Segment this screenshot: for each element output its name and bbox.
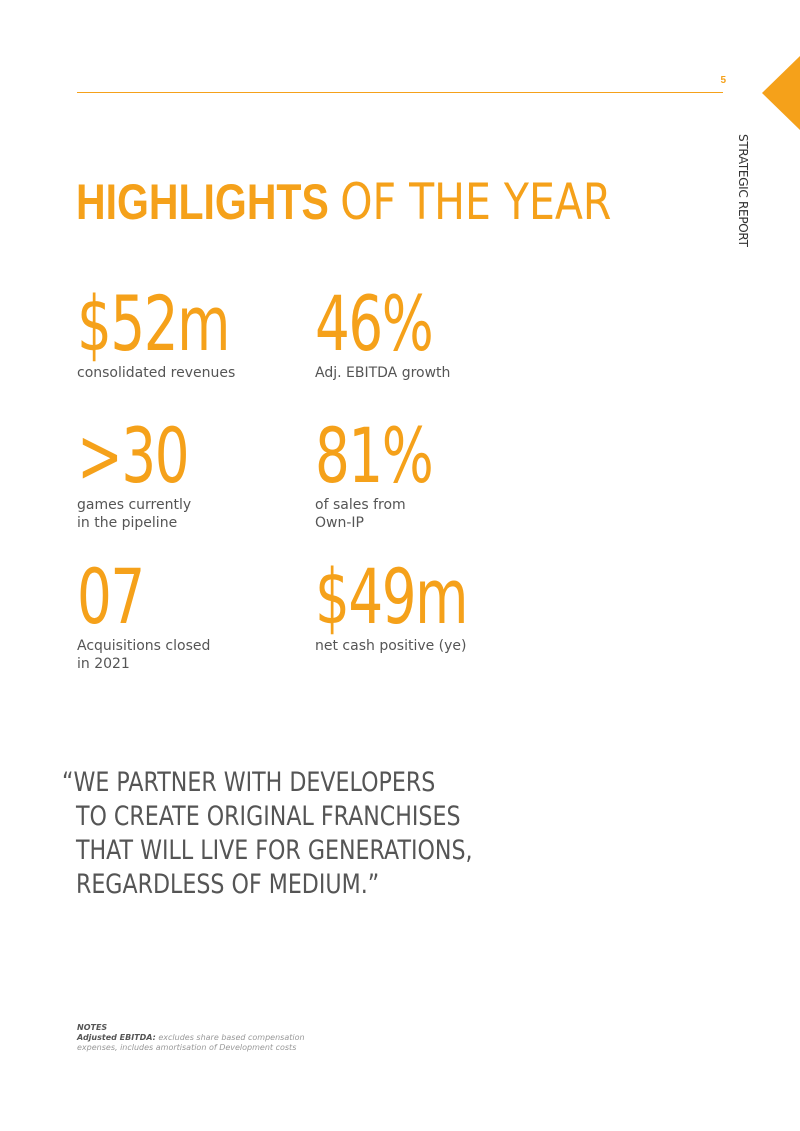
header-rule bbox=[77, 92, 723, 93]
stat-label-line: in the pipeline bbox=[77, 515, 178, 531]
stat-value: >30 bbox=[77, 411, 190, 500]
stat-label: Adj. EBITDA growth bbox=[315, 365, 451, 381]
stat-value: $49m bbox=[315, 552, 468, 641]
section-label: STRATEGIC REPORT bbox=[736, 134, 750, 247]
stat-value: 07 bbox=[77, 552, 145, 641]
stat-value: $52m bbox=[77, 279, 230, 368]
stat-label-line: Own-IP bbox=[315, 515, 364, 531]
stat-net-cash: $49m net cash positive (ye) bbox=[315, 557, 526, 655]
stat-revenue: $52m consolidated revenues bbox=[77, 284, 288, 382]
stat-label-line: of sales from bbox=[315, 497, 406, 513]
quote-line: THAT WILL LIVE FOR GENERATIONS, bbox=[75, 835, 473, 866]
stat-label-line: games currently bbox=[77, 497, 192, 513]
stat-ebitda-growth: 46% Adj. EBITDA growth bbox=[315, 284, 505, 382]
stat-label: Acquisitions closed in 2021 bbox=[77, 637, 267, 673]
stat-label: of sales from Own-IP bbox=[315, 496, 505, 532]
stat-label: net cash positive (ye) bbox=[315, 638, 467, 654]
stat-pipeline: >30 games currently in the pipeline bbox=[77, 416, 267, 532]
page-title: HIGHLIGHTS OF THE YEAR bbox=[76, 172, 611, 232]
pull-quote: “WE PARTNER WITH DEVELOPERS TO CREATE OR… bbox=[62, 766, 473, 902]
section-tab-triangle bbox=[762, 56, 800, 130]
stat-acquisitions: 07 Acquisitions closed in 2021 bbox=[77, 557, 267, 673]
stat-label: consolidated revenues bbox=[77, 365, 236, 381]
notes-definition: excludes share based compensation expens… bbox=[77, 1033, 305, 1052]
notes-term: Adjusted EBITDA: bbox=[77, 1033, 156, 1042]
stat-label: games currently in the pipeline bbox=[77, 496, 267, 532]
notes: NOTES Adjusted EBITDA: excludes share ba… bbox=[77, 1023, 307, 1053]
page-title-light: OF THE YEAR bbox=[340, 173, 612, 231]
stat-label-line: in 2021 bbox=[77, 656, 130, 672]
stat-label-line: Acquisitions closed bbox=[77, 638, 211, 654]
quote-line: TO CREATE ORIGINAL FRANCHISES bbox=[75, 801, 461, 832]
page-title-bold: HIGHLIGHTS bbox=[76, 174, 329, 230]
quote-line: REGARDLESS OF MEDIUM.” bbox=[75, 869, 380, 900]
page-number: 5 bbox=[720, 75, 726, 86]
stat-value: 81% bbox=[315, 411, 434, 500]
notes-title: NOTES bbox=[77, 1023, 108, 1032]
stat-own-ip: 81% of sales from Own-IP bbox=[315, 416, 505, 532]
quote-line: “WE PARTNER WITH DEVELOPERS bbox=[62, 767, 436, 798]
stat-value: 46% bbox=[315, 279, 434, 368]
